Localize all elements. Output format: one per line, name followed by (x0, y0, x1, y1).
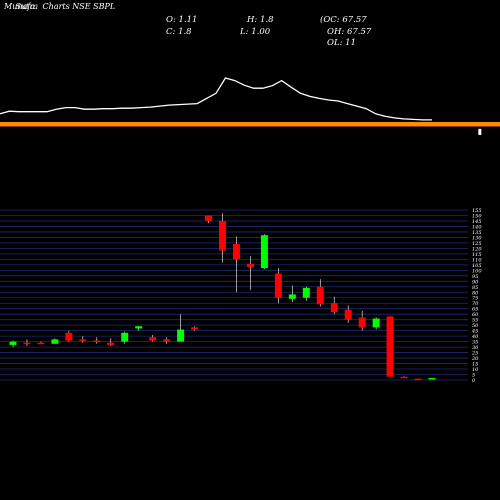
y-tick-label: 70 (472, 301, 479, 307)
candle-body (274, 273, 282, 298)
y-tick-label: 80 (472, 290, 479, 296)
y-tick-label: 125 (472, 241, 482, 247)
candle-body (386, 316, 394, 377)
y-tick-label: 65 (472, 307, 478, 313)
y-tick-label: 25 (471, 351, 478, 357)
close-value: C: 1.8 (166, 27, 192, 37)
candle-body (191, 327, 199, 330)
candle-body (149, 337, 157, 341)
candle-body (316, 286, 324, 305)
candle-body (205, 215, 213, 221)
candle-body (163, 339, 171, 342)
candle-body (260, 235, 268, 269)
y-tick-label: 20 (471, 356, 479, 362)
y-tick-label: 115 (472, 252, 482, 258)
high-value: H: 1.8 (247, 15, 274, 25)
candle-body (65, 332, 73, 341)
y-tick-label: 50 (472, 323, 479, 329)
y-tick-label: 45 (471, 329, 478, 335)
y-tick-label: 55 (472, 318, 478, 324)
low-value: L: 1.00 (240, 27, 271, 37)
candle-body (302, 287, 310, 298)
y-tick-label: 90 (472, 279, 479, 285)
y-tick-label: 155 (472, 208, 482, 214)
candle-body (79, 339, 87, 341)
oc-change-value: (OC: 67.57 (320, 15, 367, 25)
y-tick-label: 15 (472, 362, 478, 368)
y-tick-label: 85 (472, 285, 478, 291)
candlestick-panel: 0510152025303540455055606570758085909510… (0, 208, 482, 384)
chart-header: Munafa Sutra Charts NSE SBPL (4, 2, 115, 11)
chart-title: Charts NSE SBPL (42, 2, 116, 11)
open-value: O: 1.11 (166, 15, 198, 25)
volume-marker-icon: ▮ (478, 127, 482, 136)
candle-body (219, 220, 226, 251)
candle-body (288, 294, 296, 299)
y-tick-label: 0 (472, 378, 476, 384)
volume-line (0, 77, 432, 121)
candle-body (107, 342, 115, 345)
y-tick-label: 35 (472, 340, 478, 346)
candle-body (121, 332, 129, 342)
y-tick-label: 5 (472, 373, 475, 379)
candle-body (51, 339, 59, 344)
site-name: Sutra (15, 2, 38, 11)
y-tick-label: 100 (472, 268, 482, 274)
candle-body (400, 376, 408, 379)
y-tick-label: 105 (472, 263, 482, 269)
candle-body (344, 309, 352, 320)
y-tick-label: 10 (472, 367, 479, 373)
volume-band-shadow (0, 126, 500, 127)
y-tick-label: 145 (472, 219, 482, 225)
candle-body (428, 378, 436, 380)
candle-body (246, 263, 254, 268)
brand-name: Munafa (4, 2, 35, 11)
y-tick-label: 130 (472, 235, 482, 241)
candle-body (23, 342, 31, 345)
candle-body (232, 244, 240, 260)
y-tick-label: 150 (472, 213, 482, 219)
candle-body (93, 340, 101, 343)
candle-body (9, 341, 17, 345)
oh-change-value: OH: 67.57 (327, 27, 372, 37)
volume-band (0, 122, 500, 126)
y-tick-label: 75 (472, 296, 478, 302)
y-tick-label: 30 (472, 345, 479, 351)
y-tick-label: 110 (472, 257, 482, 263)
candle-body (177, 329, 185, 342)
candle-body (37, 342, 45, 345)
y-tick-label: 60 (472, 312, 479, 318)
y-tick-label: 40 (471, 334, 479, 340)
volume-panel: ▮ (0, 77, 500, 136)
candle-body (414, 378, 422, 381)
ol-change-value: OL: 11 (327, 38, 356, 48)
candle-body (372, 318, 380, 328)
y-tick-label: 140 (472, 224, 482, 230)
y-tick-label: 135 (472, 230, 482, 236)
y-tick-label: 95 (472, 274, 478, 280)
candle-body (135, 326, 143, 329)
y-tick-label: 120 (472, 246, 482, 252)
candle-body (330, 303, 338, 312)
candle-body (358, 317, 366, 328)
